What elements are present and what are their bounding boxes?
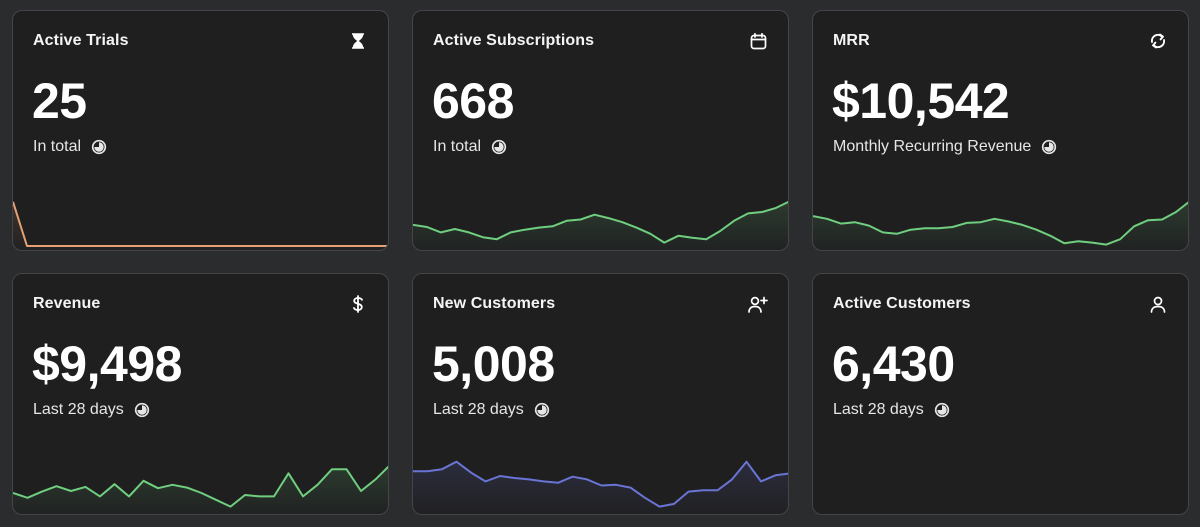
sparkline-line <box>413 200 788 244</box>
sparkline-line <box>413 460 788 508</box>
metric-value: $9,498 <box>32 336 182 392</box>
metric-value: 5,008 <box>432 336 555 392</box>
card-title: Active Customers <box>833 295 971 312</box>
metric-subtitle: Monthly Recurring Revenue <box>833 138 1057 156</box>
active-trials-card[interactable]: Active Trials 25 In total <box>12 10 389 251</box>
active-customers-card[interactable]: Active Customers 6,430 Last 28 days <box>812 273 1189 515</box>
info-icon[interactable] <box>134 402 150 418</box>
sparkline-chart <box>813 201 1188 250</box>
metric-subtitle: Last 28 days <box>433 401 550 419</box>
metric-value: 6,430 <box>832 336 955 392</box>
info-icon[interactable] <box>1041 139 1057 155</box>
user-plus-icon <box>748 294 768 314</box>
sparkline-line <box>13 201 388 247</box>
metric-subtitle-text: Monthly Recurring Revenue <box>833 138 1032 155</box>
sparkline-chart <box>13 465 388 514</box>
sparkline-area <box>413 461 788 514</box>
metric-subtitle: In total <box>33 138 107 156</box>
metric-subtitle-text: Last 28 days <box>33 401 124 418</box>
sparkline-area <box>13 201 388 250</box>
hourglass-icon <box>348 31 368 51</box>
sparkline-area <box>813 202 1188 250</box>
metric-subtitle: Last 28 days <box>33 401 150 419</box>
calendar-icon <box>748 31 768 51</box>
new-customers-card[interactable]: New Customers 5,008 Last 28 days <box>412 273 789 515</box>
card-title: Active Trials <box>33 32 129 49</box>
sparkline-chart <box>13 201 388 250</box>
sparkline-chart <box>813 404 1189 514</box>
metric-value: 668 <box>432 73 514 129</box>
sparkline-area <box>413 202 788 250</box>
metric-value: $10,542 <box>832 73 1010 129</box>
metric-subtitle-text: Last 28 days <box>433 401 524 418</box>
card-title: Active Subscriptions <box>433 32 595 49</box>
refresh-icon <box>1148 31 1168 51</box>
metric-subtitle-text: In total <box>33 138 82 155</box>
sparkline-line <box>813 201 1188 246</box>
sparkline-chart <box>413 200 788 250</box>
mrr-card[interactable]: MRR $10,542 Monthly Recurring Revenue <box>812 10 1189 251</box>
metric-subtitle: Last 28 days <box>833 401 950 419</box>
revenue-card[interactable]: Revenue $9,498 Last 28 days <box>12 273 389 515</box>
info-icon[interactable] <box>534 402 550 418</box>
sparkline-area <box>13 467 388 514</box>
metric-subtitle: In total <box>433 138 507 156</box>
info-icon[interactable] <box>91 139 107 155</box>
metric-subtitle-text: In total <box>433 138 482 155</box>
card-title: New Customers <box>433 295 556 312</box>
info-icon[interactable] <box>934 402 950 418</box>
metric-subtitle-text: Last 28 days <box>833 401 924 418</box>
metric-value: 25 <box>32 73 87 129</box>
dollar-icon <box>348 294 368 314</box>
sparkline-line <box>13 465 388 508</box>
card-title: MRR <box>833 32 870 49</box>
info-icon[interactable] <box>491 139 507 155</box>
active-subscriptions-card[interactable]: Active Subscriptions 668 In total <box>412 10 789 251</box>
card-title: Revenue <box>33 295 101 312</box>
user-icon <box>1148 294 1168 314</box>
sparkline-chart <box>413 460 788 514</box>
